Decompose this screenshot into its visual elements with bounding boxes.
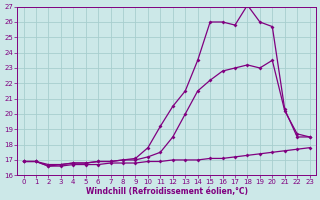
X-axis label: Windchill (Refroidissement éolien,°C): Windchill (Refroidissement éolien,°C) [85,187,248,196]
